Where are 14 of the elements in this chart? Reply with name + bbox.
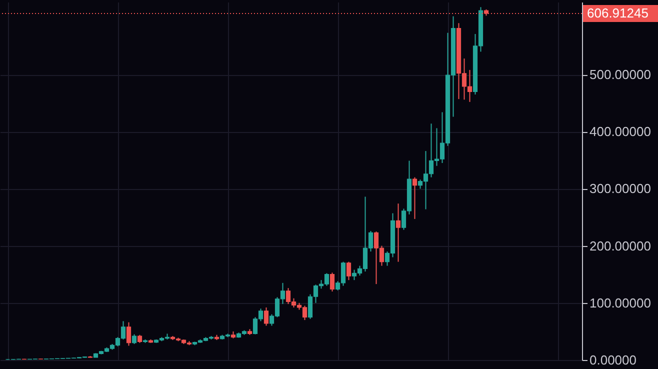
- candlestick: [396, 203, 401, 262]
- y-tick-label: 400.00000: [590, 124, 651, 140]
- candlestick: [346, 261, 352, 281]
- y-tick-label: 200.00000: [590, 238, 651, 254]
- y-tick-label: 500.00000: [590, 67, 651, 82]
- y-tick-label: 300.00000: [590, 181, 651, 196]
- candlestick: [412, 176, 418, 220]
- y-tick-label: 0.00000: [590, 352, 636, 368]
- ref-line-label: 606.91245: [587, 5, 648, 20]
- candlestick: [132, 334, 137, 345]
- candlestick: [264, 306, 269, 326]
- y-tick-label: 100.00000: [590, 295, 651, 310]
- candlestick: [126, 322, 132, 346]
- candlestick: [330, 272, 335, 292]
